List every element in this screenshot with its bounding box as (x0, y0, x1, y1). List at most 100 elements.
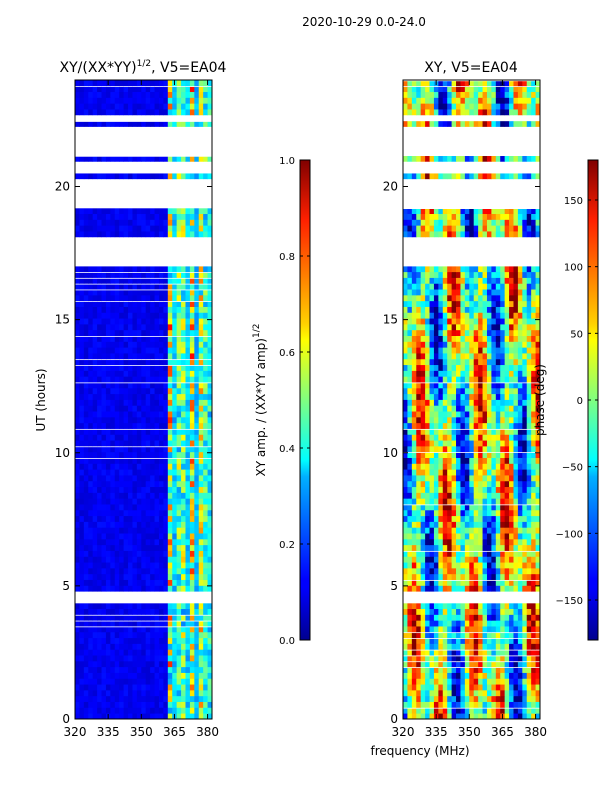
heatmap-cell (123, 608, 129, 615)
heatmap-cell (136, 631, 142, 639)
heatmap-cell (154, 347, 160, 354)
heatmap-cell (101, 225, 107, 232)
heatmap-cell (194, 411, 200, 418)
heatmap-cell (504, 475, 510, 482)
heatmap-cell (176, 515, 182, 522)
heatmap-cell (433, 689, 439, 697)
heatmap-cell (128, 231, 133, 238)
heatmap-cell (119, 498, 125, 505)
heatmap-cell (407, 620, 413, 627)
heatmap-cell (123, 428, 129, 435)
heatmap-cell (145, 515, 151, 522)
heatmap-cell (132, 329, 138, 336)
heatmap-cell (185, 602, 191, 610)
heatmap-cell (522, 364, 528, 371)
heatmap-cell (420, 562, 426, 569)
heatmap-cell (172, 91, 178, 98)
heatmap-cell (167, 213, 173, 220)
heatmap-cell (403, 672, 408, 679)
heatmap-cell (110, 265, 116, 273)
heatmap-cell (513, 544, 519, 551)
heatmap-cell (473, 318, 479, 325)
heatmap-cell (75, 713, 80, 719)
heatmap-cell (141, 434, 147, 441)
heatmap-cell (207, 376, 212, 383)
heatmap-cell (154, 358, 160, 366)
heatmap-cell (504, 544, 510, 551)
heatmap-cell (167, 277, 173, 284)
heatmap-cell (456, 341, 461, 348)
heatmap-cell (154, 701, 160, 708)
heatmap-cell (145, 689, 151, 697)
heatmap-cell (207, 213, 212, 220)
heatmap-cell (114, 312, 120, 319)
heatmap-cell (79, 393, 85, 400)
heatmap-cell (128, 120, 133, 127)
heatmap-cell (495, 364, 501, 371)
heatmap-cell (79, 695, 85, 702)
heatmap-cell (145, 382, 151, 389)
heatmap-cell (447, 486, 453, 493)
heatmap-cell (97, 585, 102, 592)
heatmap-cell (207, 573, 212, 580)
heatmap-cell (150, 382, 155, 389)
heatmap-cell (136, 480, 142, 488)
heatmap-cell (420, 556, 426, 563)
heatmap-cell (411, 689, 417, 697)
heatmap-cell (105, 422, 111, 429)
heatmap-cell (403, 411, 408, 418)
heatmap-cell (438, 323, 444, 331)
heatmap-cell (429, 318, 435, 325)
heatmap-cell (207, 562, 212, 569)
heatmap-cell (451, 567, 457, 575)
heatmap-cell (509, 527, 514, 534)
heatmap-cell (407, 689, 413, 697)
heatmap-cell (189, 562, 195, 569)
heatmap-cell (114, 637, 120, 644)
heatmap-cell (167, 626, 173, 633)
heatmap-cell (163, 428, 169, 435)
heatmap-cell (486, 422, 492, 429)
heatmap-cell (198, 649, 204, 656)
flagged-row (403, 637, 540, 639)
heatmap-cell (411, 672, 417, 679)
heatmap-cell (447, 562, 453, 569)
heatmap-cell (75, 550, 80, 557)
heatmap-cell (185, 405, 191, 412)
heatmap-cell (460, 376, 466, 383)
heatmap-cell (176, 422, 182, 429)
heatmap-cell (88, 265, 94, 273)
heatmap-cell (110, 689, 116, 697)
heatmap-cell (456, 382, 461, 389)
heatmap-cell (163, 701, 169, 708)
heatmap-cell (189, 120, 195, 127)
heatmap-cell (136, 556, 142, 563)
heatmap-cell (181, 341, 186, 348)
heatmap-cell (163, 91, 169, 98)
heatmap-cell (92, 678, 98, 685)
heatmap-cell (526, 556, 532, 563)
heatmap-cell (203, 91, 208, 98)
heatmap-cell (456, 370, 461, 377)
heatmap-cell (132, 434, 138, 441)
heatmap-cell (88, 533, 94, 540)
heatmap-cell (163, 364, 169, 371)
heatmap-cell (163, 602, 169, 610)
heatmap-cell (491, 440, 497, 447)
heatmap-cell (110, 405, 116, 412)
heatmap-cell (194, 504, 200, 511)
heatmap-cell (141, 538, 147, 546)
heatmap-cell (119, 393, 125, 400)
heatmap-cell (478, 405, 483, 412)
heatmap-cell (189, 172, 195, 180)
heatmap-cell (154, 707, 160, 714)
heatmap-cell (425, 312, 430, 319)
heatmap-cell (163, 684, 169, 691)
heatmap-cell (88, 271, 94, 278)
heatmap-cell (101, 626, 107, 633)
heatmap-cell (141, 399, 147, 406)
heatmap-cell (535, 399, 540, 406)
heatmap-cell (97, 457, 102, 464)
heatmap-cell (194, 544, 200, 551)
heatmap-cell (447, 416, 453, 424)
